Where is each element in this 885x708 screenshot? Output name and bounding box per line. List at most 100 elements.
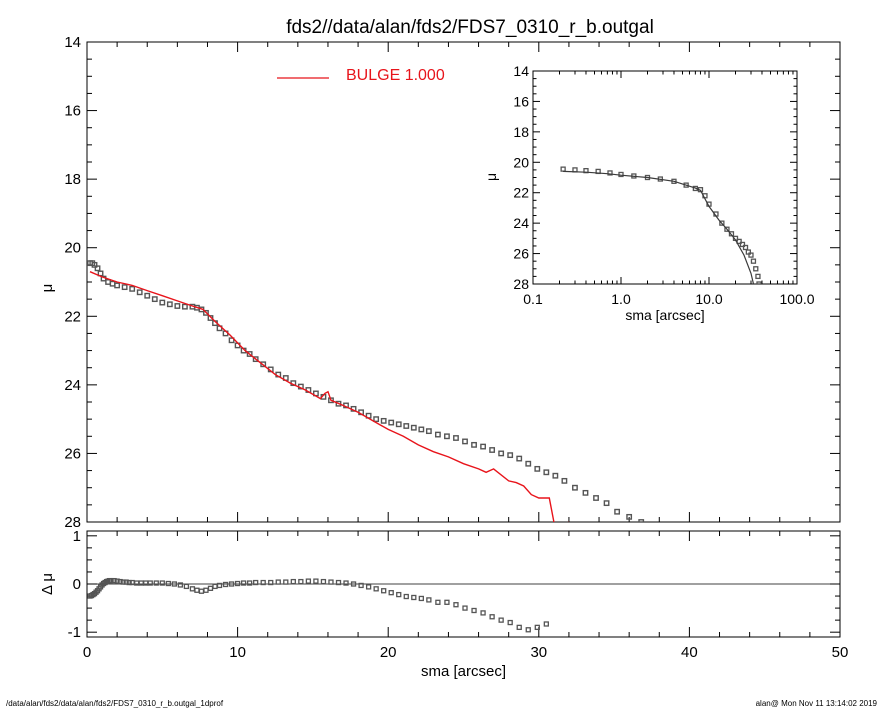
residual-data-point [453, 602, 459, 608]
residual-data-point [403, 593, 409, 600]
main-data-point [534, 465, 541, 472]
inset-data-point [748, 252, 754, 258]
residual-data-point [525, 627, 531, 633]
main-data-point [593, 495, 599, 501]
residual-data-point [212, 583, 218, 590]
residual-data-point [183, 583, 190, 590]
inset-x-axis-label: sma [arcsec] [625, 307, 704, 323]
residual-x-tick-label: 50 [832, 644, 849, 661]
main-data-point [471, 441, 477, 448]
residual-data-point [207, 585, 214, 591]
inset-model-line [563, 170, 755, 284]
residual-y-tick-label: -1 [68, 624, 81, 641]
main-y-tick-label: 26 [64, 445, 81, 462]
residual-data-point [358, 582, 364, 589]
inset-y-tick-label: 14 [513, 63, 529, 79]
residual-data-point [435, 599, 441, 605]
main-data-point [159, 299, 166, 306]
inset-y-tick-label: 22 [513, 185, 529, 201]
residual-data-point [543, 621, 549, 627]
main-data-point [525, 460, 532, 467]
main-data-group [87, 260, 645, 522]
inset-y-tick-label: 28 [513, 276, 529, 292]
residual-data-point [426, 597, 432, 603]
main-data-point [462, 438, 468, 445]
main-y-tick-label: 28 [64, 514, 81, 531]
residual-x-axis-label: sma [arcsec] [421, 663, 506, 680]
residual-data-point [120, 579, 126, 585]
inset-data-group [560, 166, 762, 284]
residual-data-point [516, 624, 522, 631]
residual-data-point [290, 578, 296, 585]
inset-data-point [755, 273, 761, 280]
main-data-point [144, 292, 151, 299]
main-data-point [91, 261, 98, 268]
main-data-point [480, 443, 486, 450]
main-data-point [516, 455, 523, 462]
residual-data-point [216, 582, 223, 589]
residual-data-point [143, 580, 149, 586]
residual-data-point [396, 591, 402, 598]
residual-data-point [126, 579, 132, 586]
residual-data-point [411, 594, 417, 601]
main-data-point [425, 428, 432, 435]
residual-data-point [275, 579, 281, 585]
main-y-tick-label: 14 [64, 34, 81, 51]
main-y-tick-label: 20 [64, 240, 81, 257]
legend-label: BULGE 1.000 [346, 67, 445, 84]
residual-data-point [444, 599, 450, 605]
inset-data-point [753, 266, 759, 272]
inset-x-tick-label: 10.0 [695, 291, 722, 307]
residual-data-point [129, 579, 135, 586]
residual-data-point [498, 617, 504, 623]
residual-data-point [123, 579, 129, 585]
main-data-point [380, 417, 387, 424]
main-data-point [603, 500, 610, 507]
residual-data-point [268, 579, 274, 586]
inset-y-tick-label: 18 [513, 124, 529, 140]
residual-data-point [171, 581, 177, 587]
inset-data-point [756, 281, 762, 284]
inset-data-point [719, 220, 725, 226]
inset-y-tick-label: 20 [513, 154, 529, 170]
residual-x-tick-label: 0 [83, 644, 91, 661]
residual-data-point [138, 580, 144, 586]
residual-data-point [177, 582, 184, 588]
residual-data-point [165, 580, 171, 587]
inset-data-point [750, 258, 757, 264]
residual-data-point [343, 580, 349, 586]
main-data-point [228, 337, 235, 344]
residual-data-point [194, 587, 200, 593]
main-data-point [174, 303, 181, 309]
residual-x-tick-label: 40 [681, 644, 698, 661]
footer-right-timestamp: alan@ Mon Nov 11 13:14:02 2019 [756, 699, 878, 708]
main-data-point [626, 513, 633, 520]
main-data-point [410, 424, 417, 431]
residual-data-point [471, 607, 477, 614]
residual-data-point [489, 614, 495, 620]
main-data-point [252, 356, 259, 363]
footer-left-path: /data/alan/fds2/data/alan/fds2/FDS7_0310… [6, 699, 224, 708]
residual-data-point [198, 588, 205, 594]
residual-data-point [159, 580, 165, 586]
residual-data-point [320, 578, 327, 585]
residual-data-point [462, 605, 468, 611]
residual-data-point [350, 581, 357, 587]
main-model-line [89, 271, 569, 522]
main-data-point [395, 421, 402, 428]
residual-y-tick-label: 0 [73, 576, 81, 593]
main-data-point [166, 301, 173, 308]
residual-data-point [480, 610, 486, 616]
residual-y-tick-label: 1 [73, 528, 81, 545]
main-data-point [489, 447, 496, 453]
main-data-point [129, 285, 136, 292]
main-y-axis-label: μ [39, 284, 56, 293]
inset-x-tick-label: 1.0 [611, 291, 631, 307]
main-data-point [105, 279, 111, 285]
residual-data-point [222, 581, 229, 588]
residual-data-point [260, 579, 266, 586]
inset-y-tick-label: 16 [513, 93, 529, 109]
residual-data-point [381, 588, 387, 594]
